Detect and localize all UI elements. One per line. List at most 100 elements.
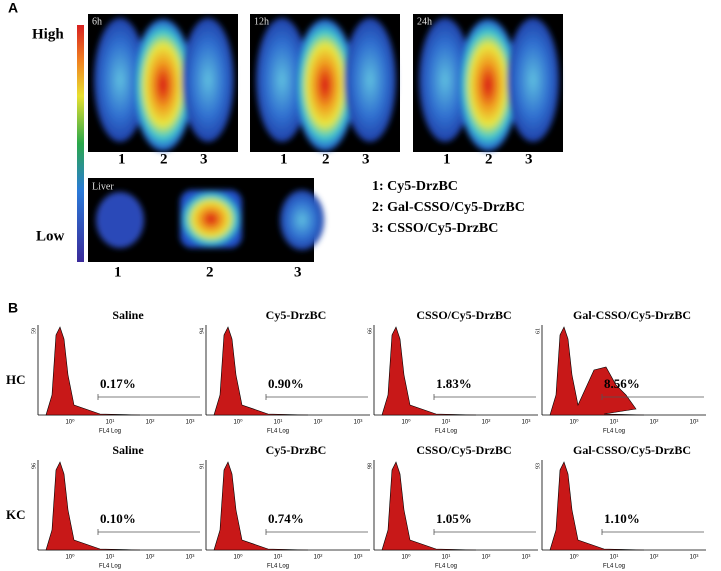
x-axis-label: FL4 Log (267, 564, 289, 570)
mouse (182, 18, 234, 142)
liver-number: 1 (114, 264, 122, 280)
x-tick-label: 10² (314, 555, 323, 561)
x-axis-label: FL4 Log (435, 564, 457, 570)
mouse-number: 1 (280, 151, 288, 167)
percent: 0.17% (100, 376, 136, 391)
x-tick-label: 10⁰ (233, 419, 243, 426)
x-tick-label: 10³ (186, 420, 195, 426)
x-tick-label: 10⁰ (569, 419, 579, 426)
x-tick-label: 10¹ (610, 420, 619, 426)
x-axis-label: FL4 Log (99, 564, 121, 570)
x-tick-label: 10² (482, 555, 491, 561)
mouse (458, 19, 518, 151)
x-tick-label: 10¹ (274, 555, 283, 561)
scale-high: High (32, 26, 64, 42)
row-label: KC (6, 507, 26, 522)
x-axis-label: FL4 Log (603, 564, 625, 570)
plot-title: Cy5-DrzBC (266, 443, 327, 457)
x-tick-label: 10⁰ (65, 419, 75, 426)
x-tick-label: 10² (650, 555, 659, 561)
x-tick-label: 10² (146, 555, 155, 561)
percent: 0.90% (268, 376, 304, 391)
plot-title: Cy5-DrzBC (266, 308, 327, 322)
liver-number: 3 (294, 264, 302, 280)
percent: 0.10% (100, 511, 136, 526)
x-tick-label: 10² (482, 420, 491, 426)
percent: 1.05% (436, 511, 472, 526)
liver (280, 190, 324, 250)
histogram (45, 326, 141, 416)
panel-label: A (8, 0, 18, 16)
y-max-label: 96 (31, 463, 37, 469)
x-tick-label: 10¹ (274, 420, 283, 426)
mouse-number: 1 (118, 151, 126, 167)
legend-entry: 2: Gal-CSSO/Cy5-DrzBC (372, 200, 525, 215)
liver (180, 190, 242, 248)
legend-entry: 1: Cy5-DrzBC (372, 179, 458, 194)
x-tick-label: 10¹ (106, 555, 115, 561)
legend-entry: 3: CSSO/Cy5-DrzBC (372, 221, 498, 236)
time-label: 24h (417, 16, 432, 27)
x-tick-label: 10⁰ (65, 554, 75, 561)
panel-label: B (8, 300, 18, 316)
mouse (133, 19, 193, 151)
x-tick-label: 10¹ (610, 555, 619, 561)
x-tick-label: 10⁰ (569, 554, 579, 561)
percent: 0.74% (268, 511, 304, 526)
x-tick-label: 10³ (522, 555, 531, 561)
plot-title: CSSO/Cy5-DrzBC (416, 308, 511, 322)
livers (96, 190, 324, 250)
mice (94, 18, 234, 151)
x-tick-label: 10³ (186, 555, 195, 561)
x-tick-label: 10¹ (442, 555, 451, 561)
color-scale (77, 25, 84, 262)
x-tick-label: 10³ (354, 555, 363, 561)
x-axis-label: FL4 Log (267, 429, 289, 435)
time-label: 6h (92, 16, 102, 27)
x-axis-label: FL4 Log (435, 429, 457, 435)
mouse-number: 2 (160, 151, 168, 167)
histogram (45, 461, 141, 551)
percent: 1.83% (436, 376, 472, 391)
mouse-number: 2 (485, 151, 493, 167)
histogram (213, 461, 309, 551)
mouse-number: 1 (443, 151, 451, 167)
x-tick-label: 10¹ (442, 420, 451, 426)
histogram (549, 461, 645, 551)
percent: 8.56% (604, 376, 640, 391)
x-tick-label: 10¹ (106, 420, 115, 426)
histogram (213, 326, 309, 416)
scale-low: Low (36, 228, 65, 244)
y-max-label: 94 (199, 328, 205, 334)
mouse (94, 18, 146, 142)
y-max-label: 59 (31, 328, 37, 334)
histogram (549, 326, 645, 416)
x-tick-label: 10⁰ (233, 554, 243, 561)
mice (419, 18, 559, 151)
plot-title: Saline (112, 443, 144, 457)
plot-title: CSSO/Cy5-DrzBC (416, 443, 511, 457)
x-tick-label: 10³ (690, 555, 699, 561)
mouse (256, 18, 308, 142)
y-max-label: 61 (535, 328, 541, 334)
histogram (381, 326, 477, 416)
x-tick-label: 10³ (522, 420, 531, 426)
x-tick-label: 10² (146, 420, 155, 426)
histogram (381, 461, 477, 551)
x-axis-label: FL4 Log (99, 429, 121, 435)
y-max-label: 91 (199, 463, 205, 469)
percent: 1.10% (604, 511, 640, 526)
x-tick-label: 10⁰ (401, 554, 411, 561)
plot-title: Gal-CSSO/Cy5-DrzBC (573, 308, 691, 322)
mouse (295, 19, 355, 151)
mouse (507, 18, 559, 142)
liver-number: 2 (206, 264, 214, 280)
mouse (344, 18, 396, 142)
mice (256, 18, 396, 151)
row-label: HC (6, 372, 26, 387)
x-axis-label: FL4 Log (603, 429, 625, 435)
y-max-label: 98 (367, 463, 373, 469)
x-tick-label: 10³ (690, 420, 699, 426)
plot-title: Gal-CSSO/Cy5-DrzBC (573, 443, 691, 457)
